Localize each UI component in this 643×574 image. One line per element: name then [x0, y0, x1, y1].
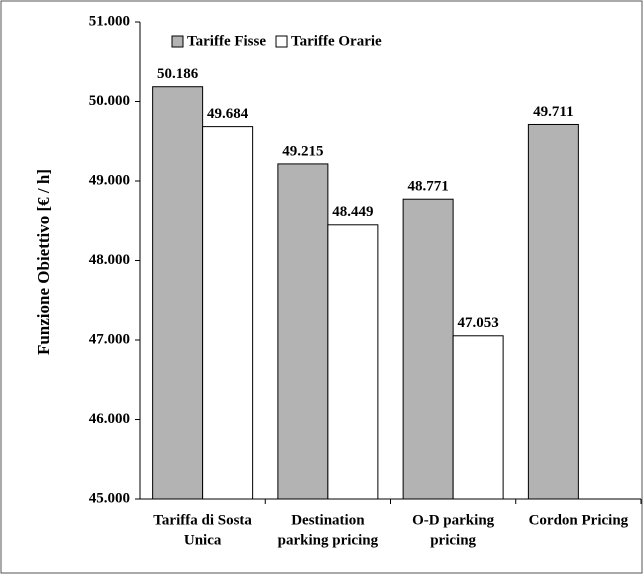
value-label: 49.711 [533, 104, 573, 120]
legend-swatch [275, 35, 288, 48]
x-tick-label: parking pricing [278, 532, 379, 548]
bar [527, 123, 579, 500]
bar [152, 86, 204, 500]
legend-swatch [171, 35, 184, 48]
legend-label: Tariffe Fisse [187, 33, 266, 49]
y-tick-label: 46.000 [89, 411, 130, 427]
y-axis-title: Funzione Obiettivo [€ / h] [34, 169, 53, 355]
y-tick-label: 50.000 [89, 93, 130, 109]
value-label: 48.449 [332, 204, 373, 220]
bar [202, 126, 254, 500]
x-tick-label: pricing [430, 532, 476, 548]
bar [452, 335, 504, 500]
value-label: 50.186 [157, 66, 199, 82]
x-tick-label: Cordon Pricing [529, 512, 629, 528]
y-tick-label: 48.000 [89, 252, 130, 268]
bar [327, 224, 379, 500]
value-label: 49.215 [282, 143, 323, 159]
legend-label: Tariffe Orarie [291, 33, 382, 49]
x-tick-label: Tariffa di Sosta [153, 512, 252, 528]
value-label: 47.053 [458, 315, 499, 331]
y-tick-label: 45.000 [89, 490, 130, 506]
y-tick-label: 47.000 [89, 331, 130, 347]
x-tick-label: Destination [291, 512, 365, 528]
value-label: 48.771 [408, 179, 449, 195]
y-tick-label: 51.000 [89, 13, 130, 29]
bar [277, 163, 329, 500]
x-tick-label: Unica [184, 532, 222, 548]
y-tick-label: 49.000 [89, 172, 130, 188]
x-tick-label: O-D parking [412, 512, 495, 528]
bar [402, 198, 454, 500]
value-label: 49.684 [207, 106, 249, 122]
